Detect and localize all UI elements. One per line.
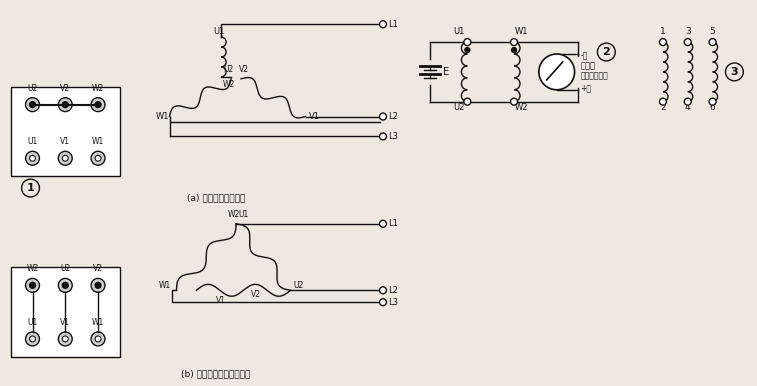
Text: V2: V2: [93, 264, 103, 273]
Text: (a) 定子绕组星形连接: (a) 定子绕组星形连接: [187, 193, 245, 202]
Circle shape: [30, 336, 36, 342]
Circle shape: [659, 98, 666, 105]
Circle shape: [512, 47, 516, 52]
Circle shape: [58, 278, 72, 292]
Text: 3: 3: [685, 27, 690, 36]
Circle shape: [95, 155, 101, 161]
Bar: [11, 267, 120, 357]
Text: 2: 2: [660, 103, 665, 112]
Circle shape: [539, 54, 575, 90]
Text: V2: V2: [61, 84, 70, 93]
Text: V1: V1: [309, 112, 319, 120]
Circle shape: [659, 39, 666, 46]
Text: 1: 1: [660, 27, 666, 36]
Text: E: E: [443, 67, 449, 77]
Text: L1: L1: [388, 20, 398, 29]
Text: L3: L3: [388, 298, 398, 307]
Circle shape: [26, 278, 39, 292]
Text: 1: 1: [26, 183, 34, 193]
Text: 4: 4: [685, 103, 690, 112]
Circle shape: [684, 39, 691, 46]
Text: 3: 3: [731, 67, 738, 77]
Text: 接针正向偏转: 接针正向偏转: [581, 71, 609, 80]
Text: (b) 定子绕组的三角形连接: (b) 定子绕组的三角形连接: [182, 370, 251, 379]
Circle shape: [95, 282, 101, 288]
Text: U2: U2: [453, 103, 465, 112]
Circle shape: [709, 98, 716, 105]
Circle shape: [58, 332, 72, 346]
Circle shape: [379, 220, 386, 227]
Text: -黑: -黑: [581, 51, 588, 61]
Circle shape: [62, 336, 68, 342]
Circle shape: [91, 151, 105, 165]
Circle shape: [379, 299, 386, 306]
Circle shape: [30, 155, 36, 161]
Circle shape: [464, 98, 471, 105]
Circle shape: [379, 133, 386, 140]
Text: L2: L2: [388, 112, 398, 121]
Text: L3: L3: [388, 132, 398, 141]
Text: V1: V1: [61, 137, 70, 146]
Circle shape: [379, 21, 386, 28]
Text: W2: W2: [223, 80, 235, 89]
Text: W2: W2: [516, 103, 528, 112]
Bar: [11, 87, 120, 176]
Circle shape: [95, 336, 101, 342]
Text: U1: U1: [27, 137, 38, 146]
Text: 2: 2: [603, 47, 610, 57]
Circle shape: [709, 39, 716, 46]
Text: U2: U2: [60, 264, 70, 273]
Circle shape: [26, 151, 39, 165]
Text: W1: W1: [156, 112, 169, 120]
Text: V1: V1: [61, 318, 70, 327]
Circle shape: [684, 98, 691, 105]
Circle shape: [26, 98, 39, 112]
Text: W2: W2: [228, 210, 240, 219]
Circle shape: [379, 287, 386, 294]
Circle shape: [510, 39, 518, 46]
Text: W1: W1: [92, 137, 104, 146]
Text: U2: U2: [223, 65, 233, 74]
Circle shape: [91, 98, 105, 112]
Circle shape: [26, 332, 39, 346]
Text: W1: W1: [516, 27, 528, 36]
Text: V1: V1: [217, 296, 226, 305]
Circle shape: [465, 47, 470, 52]
Circle shape: [510, 98, 518, 105]
Text: W1: W1: [92, 318, 104, 327]
Text: U2: U2: [294, 281, 304, 290]
Text: U2: U2: [27, 84, 38, 93]
Circle shape: [30, 282, 36, 288]
Text: U1: U1: [238, 210, 248, 219]
Text: U1: U1: [453, 27, 465, 36]
Circle shape: [58, 98, 72, 112]
Text: L2: L2: [388, 286, 398, 295]
Text: 万用表: 万用表: [581, 61, 596, 70]
Circle shape: [379, 113, 386, 120]
Circle shape: [95, 102, 101, 108]
Circle shape: [62, 282, 68, 288]
Circle shape: [464, 39, 471, 46]
Circle shape: [91, 332, 105, 346]
Text: 6: 6: [710, 103, 715, 112]
Text: U1: U1: [27, 318, 38, 327]
Text: W2: W2: [26, 264, 39, 273]
Circle shape: [30, 102, 36, 108]
Text: 5: 5: [710, 27, 715, 36]
Circle shape: [91, 278, 105, 292]
Circle shape: [62, 155, 68, 161]
Text: V2: V2: [251, 290, 261, 299]
Text: +红: +红: [581, 83, 591, 92]
Text: W2: W2: [92, 84, 104, 93]
Text: U1: U1: [213, 27, 225, 36]
Text: L1: L1: [388, 219, 398, 228]
Text: V2: V2: [239, 65, 249, 74]
Circle shape: [58, 151, 72, 165]
Text: W1: W1: [159, 281, 171, 290]
Circle shape: [62, 102, 68, 108]
